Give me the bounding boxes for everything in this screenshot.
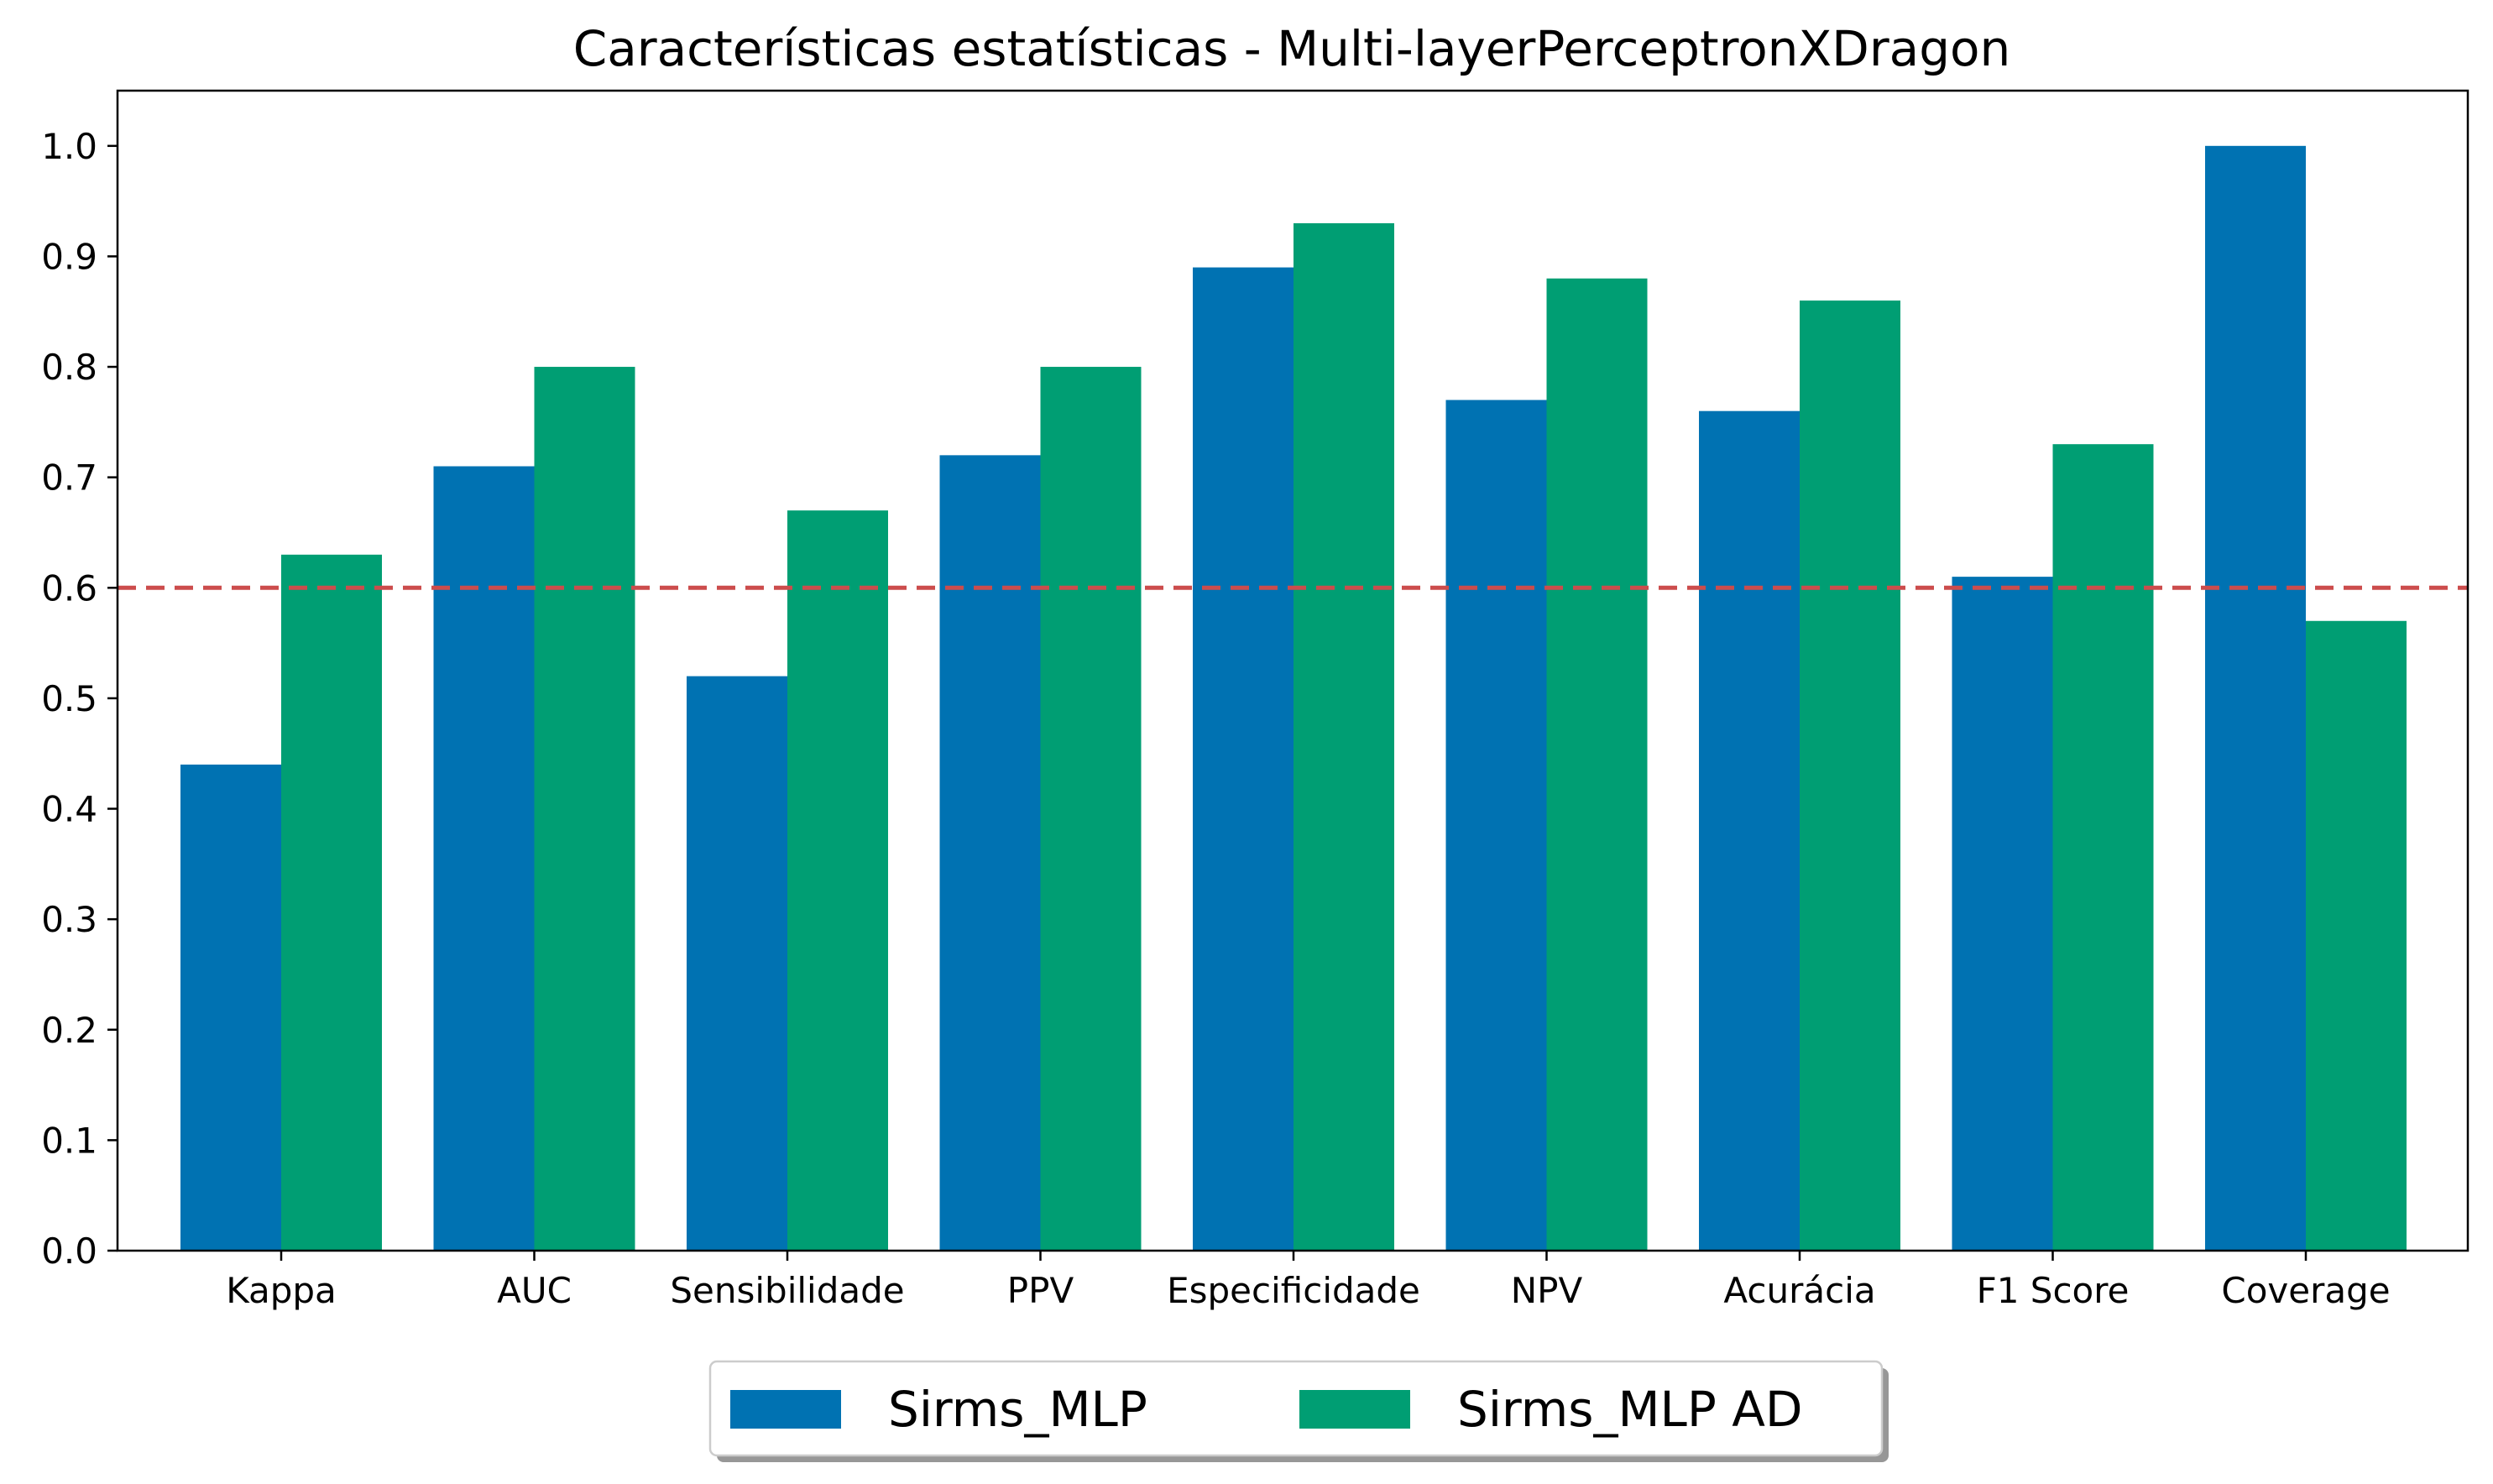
bar-sirms-mlp-ad-ppv — [1040, 367, 1142, 1251]
x-tick-label: NPV — [1511, 1270, 1583, 1311]
x-tick-label: Especificidade — [1167, 1270, 1420, 1311]
bar-sirms-mlp-ad-npv — [1546, 278, 1648, 1251]
bar-sirms-mlp-acur-cia — [1699, 410, 1800, 1251]
bar-sirms-mlp-especificidade — [1193, 267, 1294, 1251]
x-tick-label: Kappa — [226, 1270, 337, 1311]
y-tick-label: 0.9 — [41, 236, 97, 277]
bar-sirms-mlp-f1-score — [1952, 577, 2053, 1251]
legend-label: Sirms_MLP — [888, 1381, 1147, 1438]
y-tick-label: 1.0 — [41, 126, 97, 167]
legend: Sirms_MLP Sirms_MLP AD — [708, 1360, 1889, 1462]
y-tick-label: 0.2 — [41, 1010, 97, 1051]
bar-sirms-mlp-ad-f1-score — [2052, 444, 2154, 1251]
x-tick-label: Coverage — [2221, 1270, 2390, 1311]
bar-sirms-mlp-kappa — [180, 764, 281, 1251]
y-axis: 0.0 0.1 0.2 0.3 0.4 0.5 0.6 0.7 0.8 0.9 1.0 — [41, 126, 118, 1272]
bar-sirms-mlp-ad-especificidade — [1294, 222, 1394, 1251]
chart-title: Características estatísticas - Multi-lay… — [573, 20, 2011, 77]
bar-sirms-mlp-coverage — [2205, 145, 2306, 1251]
bar-sirms-mlp-ad-sensibilidade — [787, 510, 888, 1251]
x-tick-label: PPV — [1007, 1270, 1074, 1311]
x-tick-label: Acurácia — [1723, 1270, 1875, 1311]
y-tick-label: 0.5 — [41, 678, 97, 719]
x-tick-label: Sensibilidade — [670, 1270, 904, 1311]
bar-sirms-mlp-ad-auc — [534, 367, 635, 1251]
y-tick-label: 0.6 — [41, 567, 97, 609]
x-tick-label: AUC — [497, 1270, 572, 1311]
y-tick-label: 0.8 — [41, 347, 97, 388]
legend-swatch — [730, 1390, 841, 1429]
legend-swatch — [1299, 1390, 1410, 1429]
y-tick-label: 0.7 — [41, 457, 97, 499]
bar-sirms-mlp-ad-coverage — [2306, 620, 2407, 1251]
bar-sirms-mlp-auc — [433, 466, 535, 1251]
legend-label: Sirms_MLP AD — [1457, 1381, 1803, 1438]
bar-sirms-mlp-ad-acur-cia — [1800, 300, 1900, 1251]
bar-sirms-mlp-ad-kappa — [281, 554, 382, 1251]
bar-sirms-mlp-ppv — [939, 455, 1041, 1251]
x-axis: Kappa AUC Sensibilidade PPV Especificidade NP… — [226, 1251, 2391, 1311]
x-tick-label: F1 Score — [1977, 1270, 2130, 1311]
legend-box — [708, 1360, 1884, 1457]
y-tick-label: 0.0 — [41, 1231, 97, 1272]
bar-sirms-mlp-npv — [1445, 400, 1547, 1251]
y-tick-label: 0.4 — [41, 789, 97, 830]
y-tick-label: 0.1 — [41, 1120, 97, 1161]
bar-sirms-mlp-sensibilidade — [687, 676, 787, 1251]
bars-layer — [180, 145, 2407, 1251]
y-tick-label: 0.3 — [41, 899, 97, 940]
